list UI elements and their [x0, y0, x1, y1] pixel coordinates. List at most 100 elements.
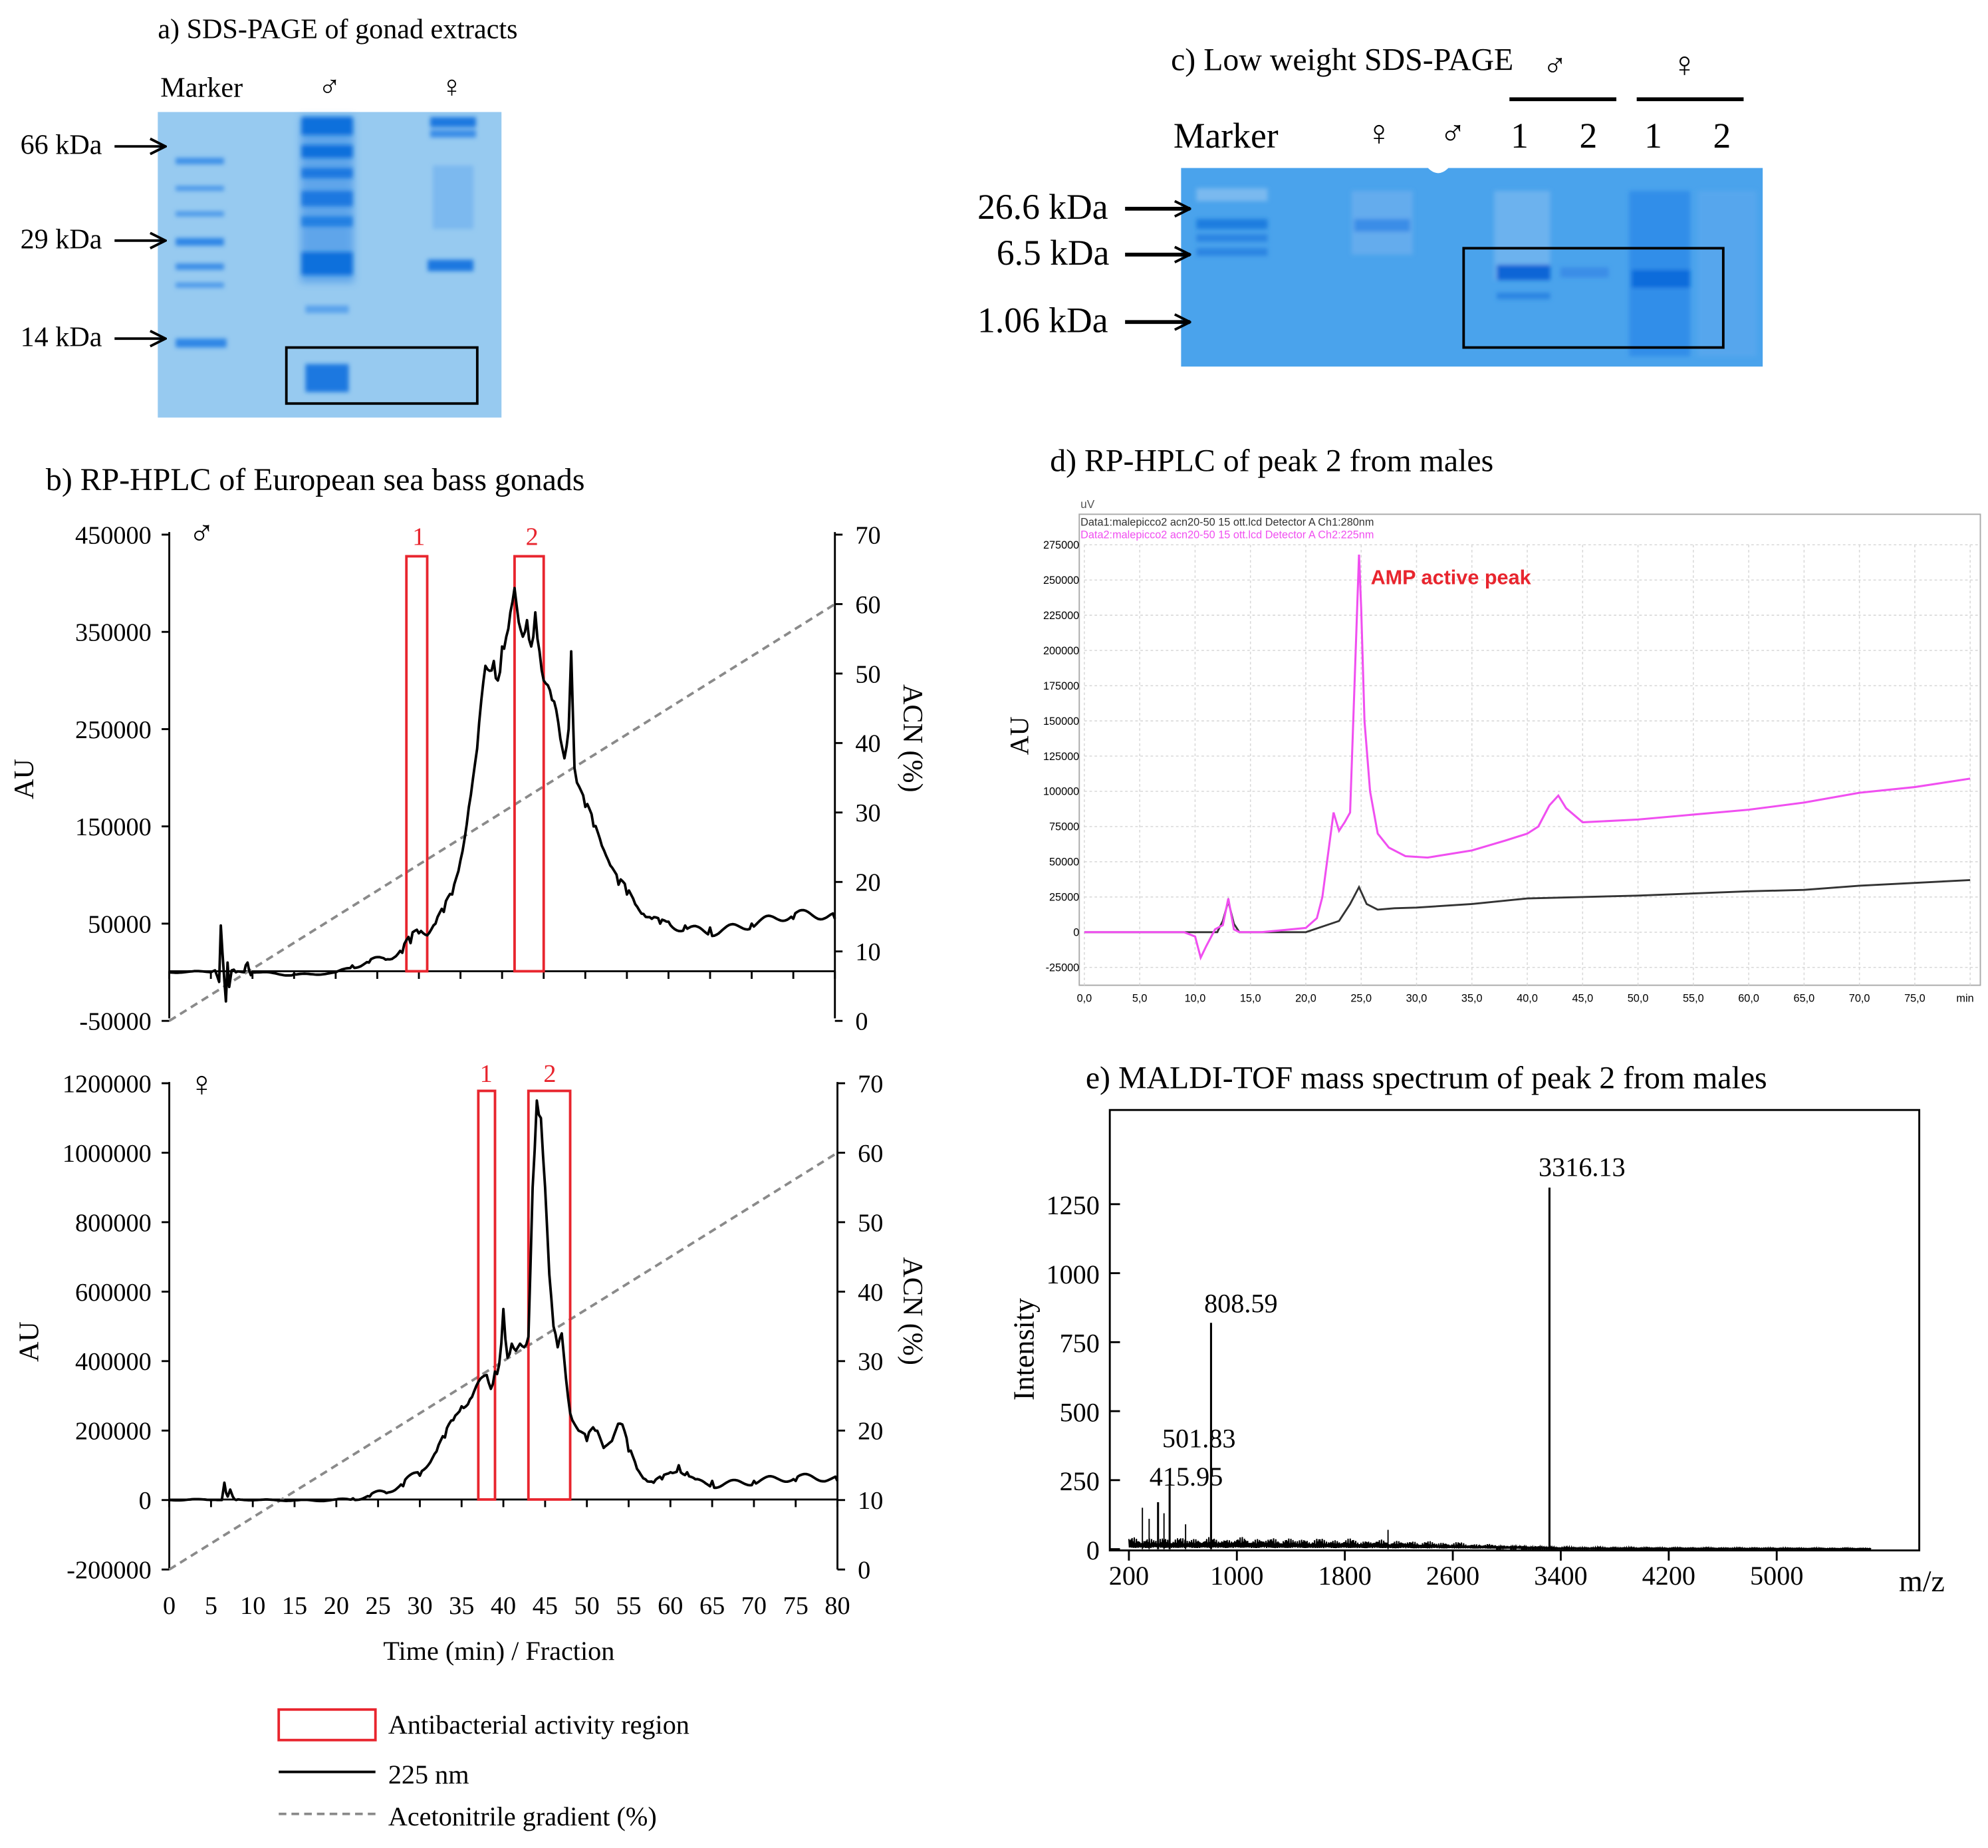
gel-c-bands — [1196, 188, 1757, 356]
male-band — [305, 305, 349, 313]
right-tick-label: 20 — [855, 869, 880, 897]
spectrum-peaks — [1142, 1187, 1551, 1549]
panel-e-maldi-tof: e) MALDI-TOF mass spectrum of peak 2 fro… — [1007, 1061, 1945, 1598]
panel-c-title: c) Low weight SDS-PAGE — [1171, 42, 1513, 77]
x-tick-label: 30 — [407, 1592, 432, 1620]
m1-band — [1497, 265, 1551, 281]
marker-band — [176, 158, 224, 164]
y-tick-label: 150000 — [75, 813, 152, 841]
panel-e-title: e) MALDI-TOF mass spectrum of peak 2 fro… — [1086, 1061, 1767, 1096]
y-tick-label: 800000 — [75, 1209, 152, 1237]
panel-c-group-female: ♀ — [1671, 45, 1697, 84]
marker-band — [176, 211, 224, 217]
y-tick-label: 350000 — [75, 619, 152, 647]
y-tick-label: 100000 — [1043, 786, 1079, 798]
y-tick-label: -200000 — [66, 1557, 152, 1585]
right-tick-label: 30 — [858, 1348, 883, 1376]
x-tick-label: 60,0 — [1738, 992, 1759, 1004]
trace-225nm — [169, 587, 836, 1003]
y-tick-label: 125000 — [1043, 751, 1079, 763]
right-ticks: 70 60 50 40 30 20 10 0 — [834, 521, 881, 1036]
marker-band — [176, 338, 227, 348]
x-tick-label: 0,0 — [1077, 992, 1092, 1004]
female-band — [1354, 219, 1410, 232]
b-legend: Antibacterial activity region 225 nm Ace… — [277, 1708, 689, 1831]
marker-label-29: 29 kDa — [21, 223, 102, 255]
y-tick-label: 1250 — [1046, 1190, 1099, 1220]
shared-x-tick-labels: 0 5 10 15 20 25 30 35 40 45 50 55 60 65 70 75 80 — [163, 1592, 850, 1620]
trace-225nm — [169, 1099, 839, 1503]
right-tick-label: 60 — [858, 1140, 883, 1168]
x-tick-label: 25,0 — [1350, 992, 1372, 1004]
y-tick-label: 150000 — [1043, 716, 1079, 727]
legend-acn: Acetonitrile gradient (%) — [388, 1801, 657, 1831]
male-band — [301, 145, 353, 158]
marker-band — [1196, 248, 1268, 256]
f1-band — [1632, 269, 1691, 288]
male-band — [301, 168, 353, 178]
marker-label-14: 14 kDa — [21, 322, 102, 353]
x-tick-label: 75 — [783, 1592, 808, 1620]
x-tick-label: 0 — [163, 1592, 176, 1620]
marker-band — [1196, 234, 1268, 242]
marker-label-26-6: 26.6 kDa — [977, 187, 1108, 227]
panel-d-rp-hplc-peak2: d) RP-HPLC of peak 2 from males uV Data1… — [1005, 443, 1981, 1004]
panel-c-lane-marker: Marker — [1174, 116, 1279, 156]
x-tick-label: 35,0 — [1461, 992, 1483, 1004]
x-tick-label: 5 — [205, 1592, 217, 1620]
d-x-ticks: 0,0 5,0 10,0 15,0 20,0 25,0 30,0 35,0 40,0 45,0 50… — [1077, 992, 1974, 1004]
e-y-label: Intensity — [1007, 1298, 1040, 1400]
marker-band — [176, 186, 224, 192]
y-tick-label: 400000 — [75, 1348, 152, 1376]
d-y-ticks: 2750002500002250002000001750001500001250… — [1043, 539, 1079, 974]
panel-c-lane-male: ♂ — [1439, 113, 1466, 153]
marker-label-66: 66 kDa — [21, 130, 102, 161]
x-ticks — [168, 1499, 838, 1508]
panel-b-title: b) RP-HPLC of European sea bass gonads — [46, 462, 585, 497]
y-tick-label: -25000 — [1046, 962, 1080, 974]
d-header-1: Data1:malepicco2 acn20-50 15 ott.lcd Det… — [1080, 517, 1374, 529]
left-ticks: 1200000 1000000 800000 600000 400000 200000 0 -… — [62, 1070, 170, 1585]
x-tick-label: 40,0 — [1517, 992, 1538, 1004]
y-tick-label: 200000 — [1043, 645, 1079, 657]
x-tick-label: 10 — [240, 1592, 265, 1620]
x-tick-label: 15,0 — [1240, 992, 1261, 1004]
panel-a-lane-male: ♂ — [318, 69, 341, 103]
left-ticks: 450000 350000 250000 150000 50000 -50000 — [75, 521, 170, 1036]
y-tick-label: 250000 — [1043, 575, 1079, 587]
x-tick-label: 5,0 — [1132, 992, 1148, 1004]
gel-a-female-lane — [428, 117, 476, 271]
peak-label-415: 415.95 — [1150, 1462, 1223, 1492]
panel-c-group-male: ♂ — [1543, 47, 1567, 84]
panel-c-lane-f1: 1 — [1644, 116, 1662, 156]
e-x-label: m/z — [1899, 1564, 1945, 1598]
x-tick-label: 20 — [324, 1592, 349, 1620]
region-label-1: 1 — [480, 1060, 493, 1088]
right-tick-label: 50 — [858, 1209, 883, 1237]
female-smear — [432, 165, 474, 229]
d-plot-frame — [1078, 513, 1981, 986]
right-tick-label: 30 — [855, 799, 880, 827]
x-tick-label: 75,0 — [1904, 992, 1926, 1004]
right-tick-label: 70 — [855, 521, 880, 549]
y-tick-label: 200000 — [75, 1418, 152, 1446]
x-tick-label: 70,0 — [1849, 992, 1870, 1004]
x-tick-label: 80 — [824, 1592, 850, 1620]
right-tick-label: 0 — [858, 1557, 870, 1585]
m2-band — [1560, 267, 1609, 278]
male-band — [301, 252, 353, 275]
gel-a-box — [285, 346, 479, 405]
female-band — [430, 130, 476, 138]
female-symbol: ♀ — [188, 1064, 215, 1104]
y-tick-label: -50000 — [79, 1008, 151, 1036]
panel-a-lane-female: ♀ — [440, 69, 463, 103]
legend-swatch-region — [277, 1708, 377, 1742]
y-tick-label: 1000 — [1046, 1259, 1099, 1289]
x-tick-label: 10,0 — [1185, 992, 1206, 1004]
right-tick-label: 60 — [855, 591, 880, 619]
right-tick-label: 10 — [858, 1487, 883, 1515]
gel-c-box — [1462, 247, 1725, 349]
trace-225nm — [1084, 554, 1971, 961]
x-tick-label: 45,0 — [1572, 992, 1593, 1004]
